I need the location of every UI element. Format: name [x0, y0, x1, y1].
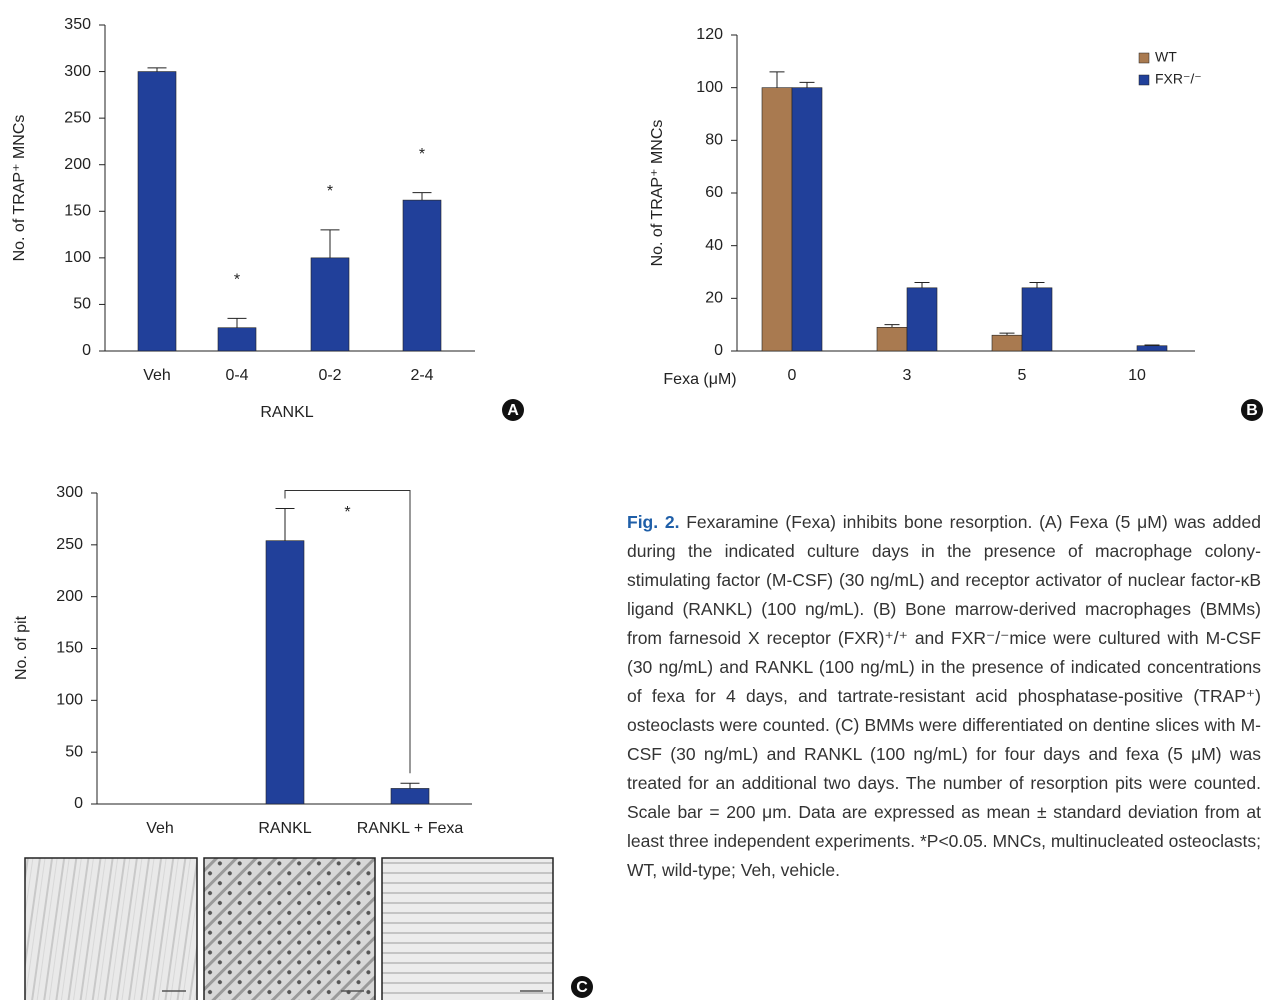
- y-tick-label: 300: [64, 63, 91, 80]
- bar: [792, 88, 822, 351]
- y-tick-label: 80: [705, 132, 723, 149]
- x-tick-label: RANKL + Fexa: [357, 820, 464, 837]
- significance-mark: *: [327, 183, 333, 200]
- x-tick-label: Veh: [146, 820, 174, 837]
- y-tick-label: 0: [714, 342, 723, 359]
- error-bar: [413, 193, 432, 200]
- bar: [311, 258, 349, 351]
- y-tick-label: 20: [705, 290, 723, 307]
- y-tick-label: 300: [56, 484, 83, 501]
- error-bar: [800, 82, 815, 87]
- caption-label: Fig. 2.: [627, 512, 679, 532]
- caption-text: Fexaramine (Fexa) inhibits bone resorpti…: [627, 512, 1261, 880]
- y-axis-label: No. of TRAP⁺ MNCs: [649, 120, 666, 267]
- error-bar: [915, 283, 930, 288]
- y-tick-label: 200: [64, 156, 91, 173]
- error-bar: [1030, 283, 1045, 288]
- y-tick-label: 100: [696, 79, 723, 96]
- y-tick-label: 40: [705, 237, 723, 254]
- significance-mark: *: [344, 504, 350, 521]
- error-bar: [770, 72, 785, 88]
- legend-swatch: [1139, 53, 1149, 63]
- error-bar: [148, 68, 167, 72]
- x-tick-label: 0-2: [318, 367, 341, 384]
- bar: [992, 335, 1022, 351]
- y-tick-label: 250: [56, 536, 83, 553]
- x-tick-label: Veh: [143, 367, 171, 384]
- x-tick-label: 2-4: [410, 367, 433, 384]
- significance-mark: *: [234, 272, 240, 289]
- y-tick-label: 50: [73, 296, 91, 313]
- error-bar: [885, 325, 900, 328]
- x-tick-label: 10: [1128, 367, 1146, 384]
- bar: [877, 327, 907, 351]
- x-tick-label: 3: [903, 367, 912, 384]
- bar: [391, 788, 429, 804]
- x-tick-label: RANKL: [258, 820, 311, 837]
- y-tick-label: 0: [82, 342, 91, 359]
- panel-label: B: [1246, 402, 1258, 419]
- bar: [762, 88, 792, 351]
- y-tick-label: 100: [56, 692, 83, 709]
- panel-label: C: [576, 979, 588, 996]
- error-bar: [401, 783, 420, 788]
- x-axis-label: Fexa (μM): [663, 371, 736, 388]
- micrograph-veh: [25, 858, 197, 1000]
- legend-swatch: [1139, 75, 1149, 85]
- bar: [218, 328, 256, 351]
- bar: [1137, 346, 1167, 351]
- y-axis-label: No. of TRAP⁺ MNCs: [11, 115, 28, 262]
- y-tick-label: 0: [74, 795, 83, 812]
- x-tick-label: 0-4: [225, 367, 248, 384]
- y-tick-label: 120: [696, 26, 723, 43]
- bar: [266, 541, 304, 804]
- bar: [1022, 288, 1052, 351]
- x-axis-label: RANKL: [260, 404, 313, 421]
- bar: [403, 200, 441, 351]
- y-tick-label: 250: [64, 109, 91, 126]
- legend-label: FXR⁻/⁻: [1155, 71, 1202, 87]
- error-bar: [321, 230, 340, 258]
- legend-label: WT: [1155, 49, 1177, 65]
- y-tick-label: 150: [56, 640, 83, 657]
- x-tick-label: 0: [788, 367, 797, 384]
- bar: [138, 72, 176, 351]
- micrographs: [25, 858, 553, 1000]
- y-tick-label: 150: [64, 203, 91, 220]
- panel-label: A: [507, 402, 519, 419]
- error-bar: [228, 318, 247, 327]
- bar: [907, 288, 937, 351]
- significance-mark: *: [419, 146, 425, 163]
- y-tick-label: 200: [56, 588, 83, 605]
- y-tick-label: 60: [705, 184, 723, 201]
- y-axis-label: No. of pit: [13, 615, 30, 680]
- micrograph-rankl: [204, 858, 375, 1000]
- figure-caption: Fig. 2. Fexaramine (Fexa) inhibits bone …: [627, 508, 1261, 885]
- micrograph-rankl-fexa: [382, 858, 553, 1000]
- y-tick-label: 350: [64, 16, 91, 33]
- y-tick-label: 100: [64, 249, 91, 266]
- figure-page: 050100150200250300350No. of TRAP⁺ MNCsRA…: [0, 0, 1266, 1000]
- error-bar: [1000, 333, 1015, 335]
- x-tick-label: 5: [1018, 367, 1027, 384]
- y-tick-label: 50: [65, 743, 83, 760]
- error-bar: [276, 509, 295, 541]
